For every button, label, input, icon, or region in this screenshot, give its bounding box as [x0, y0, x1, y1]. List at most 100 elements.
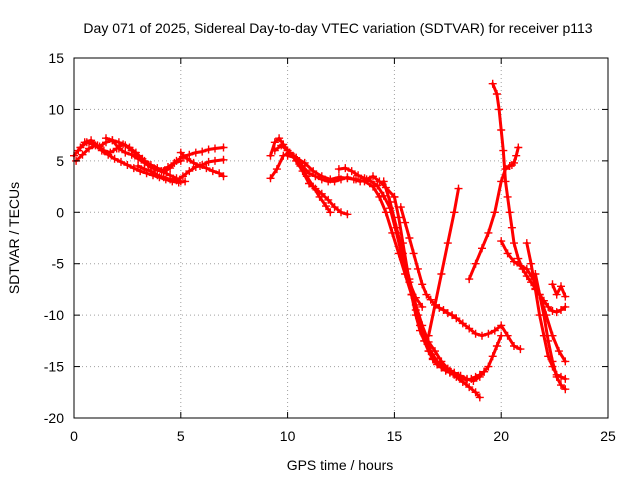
- data-point: [266, 151, 275, 160]
- data-point: [178, 172, 187, 181]
- data-point: [554, 347, 563, 356]
- data-point: [129, 164, 138, 173]
- data-point: [480, 367, 489, 376]
- data-point: [204, 157, 213, 166]
- data-point: [74, 146, 83, 155]
- data-point: [514, 254, 523, 263]
- data-point: [510, 257, 518, 266]
- series-arc-9: [270, 141, 335, 217]
- data-point: [478, 331, 486, 340]
- series-arc-19: [497, 237, 570, 366]
- data-point: [433, 358, 442, 367]
- series-trace: [427, 187, 460, 338]
- data-point: [166, 175, 175, 184]
- data-point: [341, 164, 350, 173]
- data-point: [390, 192, 399, 201]
- data-point: [283, 151, 292, 160]
- data-point: [108, 136, 117, 145]
- y-tick-label: 5: [56, 153, 64, 169]
- data-point: [435, 303, 444, 312]
- data-point: [452, 314, 461, 323]
- series-trace: [273, 143, 332, 214]
- data-point: [326, 208, 335, 217]
- data-point: [215, 169, 224, 178]
- data-point: [102, 134, 110, 143]
- y-tick-label: 0: [56, 204, 64, 220]
- data-point: [512, 151, 521, 160]
- data-series: [70, 79, 570, 402]
- data-point: [475, 370, 484, 379]
- data-point: [324, 195, 333, 204]
- data-point: [561, 357, 570, 366]
- data-point: [448, 311, 457, 320]
- data-point: [189, 158, 198, 167]
- data-point: [146, 167, 155, 176]
- data-point: [302, 172, 311, 181]
- data-point: [522, 239, 531, 248]
- data-point: [484, 362, 493, 371]
- data-point: [516, 345, 525, 354]
- data-point: [172, 176, 181, 185]
- data-point: [431, 300, 439, 309]
- data-point: [441, 364, 450, 373]
- data-point: [443, 309, 452, 318]
- data-point: [503, 192, 512, 201]
- data-point: [117, 157, 125, 166]
- y-tick-label: 15: [48, 50, 64, 66]
- data-point: [373, 181, 382, 190]
- data-point: [561, 374, 570, 383]
- data-point: [219, 172, 228, 181]
- data-point: [85, 144, 93, 153]
- data-point: [413, 264, 422, 273]
- data-point: [153, 164, 162, 173]
- data-point: [561, 385, 570, 394]
- data-point: [398, 239, 407, 248]
- data-point: [140, 156, 149, 165]
- data-point: [352, 175, 360, 184]
- data-point: [317, 172, 326, 181]
- chart-title: Day 071 of 2025, Sidereal Day-to-day VTE…: [83, 20, 592, 36]
- data-point: [198, 147, 207, 156]
- data-point: [495, 105, 504, 114]
- data-point: [426, 295, 435, 304]
- y-tick-label: -15: [44, 359, 64, 375]
- data-point: [185, 150, 194, 159]
- data-point: [309, 182, 318, 191]
- data-point: [343, 174, 352, 183]
- data-point: [134, 162, 143, 170]
- data-point: [492, 90, 501, 98]
- data-point: [458, 374, 467, 383]
- data-point: [490, 326, 499, 335]
- data-point: [465, 324, 474, 333]
- data-point: [409, 249, 418, 258]
- data-point: [465, 383, 474, 392]
- data-point: [337, 208, 345, 217]
- data-point: [420, 336, 429, 345]
- data-point: [394, 213, 403, 222]
- data-point: [552, 308, 561, 317]
- data-point: [121, 141, 130, 150]
- data-point: [172, 156, 181, 165]
- data-point: [557, 306, 565, 314]
- data-point: [557, 282, 565, 291]
- data-point: [326, 175, 335, 184]
- data-point: [437, 362, 446, 371]
- data-point: [112, 144, 121, 153]
- data-point: [166, 164, 175, 173]
- data-point: [123, 161, 132, 169]
- data-point: [309, 167, 318, 176]
- series-arc-14: [396, 203, 525, 354]
- series-trace: [269, 136, 396, 199]
- data-point: [185, 167, 194, 176]
- data-point: [467, 374, 476, 383]
- data-point: [366, 177, 375, 186]
- data-point: [450, 368, 459, 377]
- data-point: [266, 174, 275, 183]
- data-point: [471, 259, 480, 268]
- data-point: [514, 143, 523, 152]
- data-point: [181, 177, 190, 186]
- data-point: [405, 234, 414, 242]
- y-tick-label: -10: [44, 307, 64, 323]
- data-point: [443, 239, 452, 248]
